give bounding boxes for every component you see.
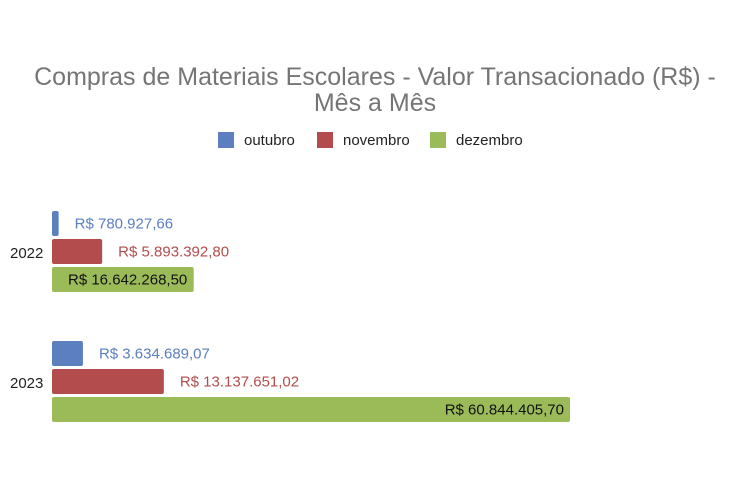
bar: [52, 239, 103, 264]
legend-swatch: [317, 132, 333, 148]
chart-title-line: Mês a Mês: [314, 89, 436, 117]
bar: [52, 211, 59, 236]
bar: [52, 369, 164, 394]
legend-label: outubro: [244, 132, 295, 149]
legend-label: dezembro: [456, 132, 523, 149]
legend-label: novembro: [343, 132, 410, 149]
bar: [52, 341, 83, 366]
bar-value-label: R$ 3.634.689,07: [99, 346, 210, 363]
category-label: 2022: [10, 245, 43, 262]
bar-value-label: R$ 13.137.651,02: [180, 374, 299, 391]
bar: [52, 267, 194, 292]
chart-title-line: Compras de Materiais Escolares - Valor T…: [34, 63, 716, 91]
bar-value-label: R$ 16.642.268,50: [68, 272, 187, 289]
bar-value-label: R$ 60.844.405,70: [445, 402, 564, 419]
bar-value-label: R$ 780.927,66: [75, 216, 173, 233]
bar: [52, 397, 570, 422]
legend-swatch: [430, 132, 446, 148]
bar-value-label: R$ 5.893.392,80: [118, 244, 229, 261]
legend-swatch: [218, 132, 234, 148]
category-label: 2023: [10, 375, 43, 392]
